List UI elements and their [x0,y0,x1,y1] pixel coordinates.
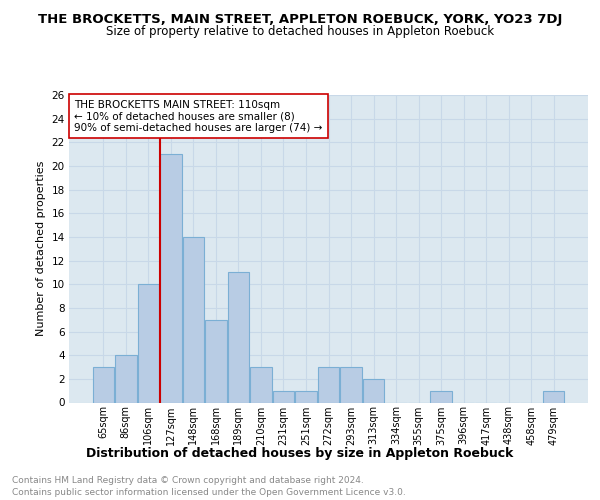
Bar [205,320,227,402]
Bar [318,367,339,402]
Text: Contains HM Land Registry data © Crown copyright and database right 2024.: Contains HM Land Registry data © Crown c… [12,476,364,485]
Bar [430,390,452,402]
Bar [228,272,249,402]
Bar [543,390,565,402]
Bar [92,367,114,402]
Bar [340,367,362,402]
Text: THE BROCKETTS, MAIN STREET, APPLETON ROEBUCK, YORK, YO23 7DJ: THE BROCKETTS, MAIN STREET, APPLETON ROE… [38,12,562,26]
Bar [115,355,137,403]
Bar [250,367,272,402]
Y-axis label: Number of detached properties: Number of detached properties [36,161,46,336]
Text: Distribution of detached houses by size in Appleton Roebuck: Distribution of detached houses by size … [86,448,514,460]
Bar [137,284,159,403]
Text: THE BROCKETTS MAIN STREET: 110sqm
← 10% of detached houses are smaller (8)
90% o: THE BROCKETTS MAIN STREET: 110sqm ← 10% … [74,100,323,133]
Bar [160,154,182,402]
Bar [295,390,317,402]
Text: Size of property relative to detached houses in Appleton Roebuck: Size of property relative to detached ho… [106,25,494,38]
Text: Contains public sector information licensed under the Open Government Licence v3: Contains public sector information licen… [12,488,406,497]
Bar [273,390,294,402]
Bar [363,379,384,402]
Bar [182,237,204,402]
